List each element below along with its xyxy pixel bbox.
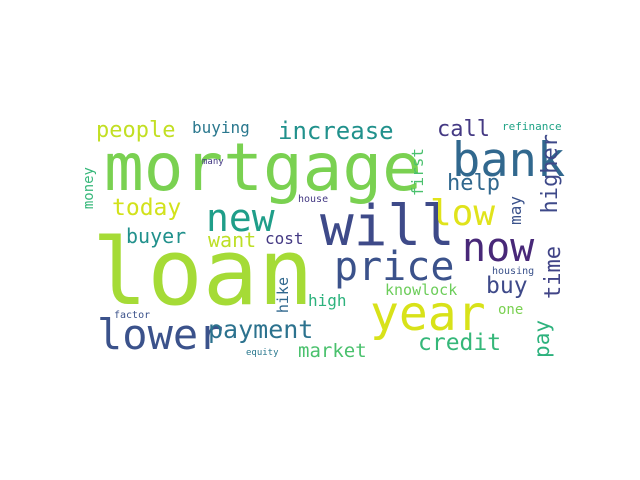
word-pay: pay [530,320,554,358]
word-low: low [430,193,496,234]
word-lower: lower [97,310,224,359]
word-first: first [408,148,427,197]
word-price: price [334,244,455,290]
word-one: one [498,302,524,318]
word-time: time [541,246,566,299]
word-equity: equity [246,348,279,358]
word-new: new [206,196,275,240]
word-housing: housing [492,266,535,277]
word-high: high [308,291,347,310]
word-today: today [112,195,182,221]
word-buying: buying [192,118,250,137]
word-mortgage: mortgage [104,129,422,206]
word-bank: bank [452,133,566,188]
word-hike: hike [274,277,292,314]
word-house: house [298,194,329,205]
word-help: help [447,171,500,196]
word-loan: loan [92,219,314,326]
word-refinance: refinance [502,120,562,133]
word-may: may [506,196,525,225]
word-credit: credit [418,330,502,356]
word-payment: payment [208,315,314,344]
word-people: people [96,118,176,143]
word-factor: factor [114,310,151,321]
word-buy: buy [486,273,528,299]
word-increase: increase [278,117,394,145]
word-knowlock: knowlock [385,281,458,299]
word-cloud: loan mortgage will bank year price lower… [80,117,566,362]
word-market: market [298,340,367,362]
word-cost: cost [265,229,304,248]
word-will: will [320,194,455,259]
word-now: now [462,225,535,271]
word-buyer: buyer [126,224,187,248]
word-year: year [370,286,486,342]
word-higher: higher [538,134,563,214]
word-call: call [437,117,490,142]
word-want: want [208,228,257,252]
word-money: money [81,167,97,210]
word-many: many [202,157,224,167]
